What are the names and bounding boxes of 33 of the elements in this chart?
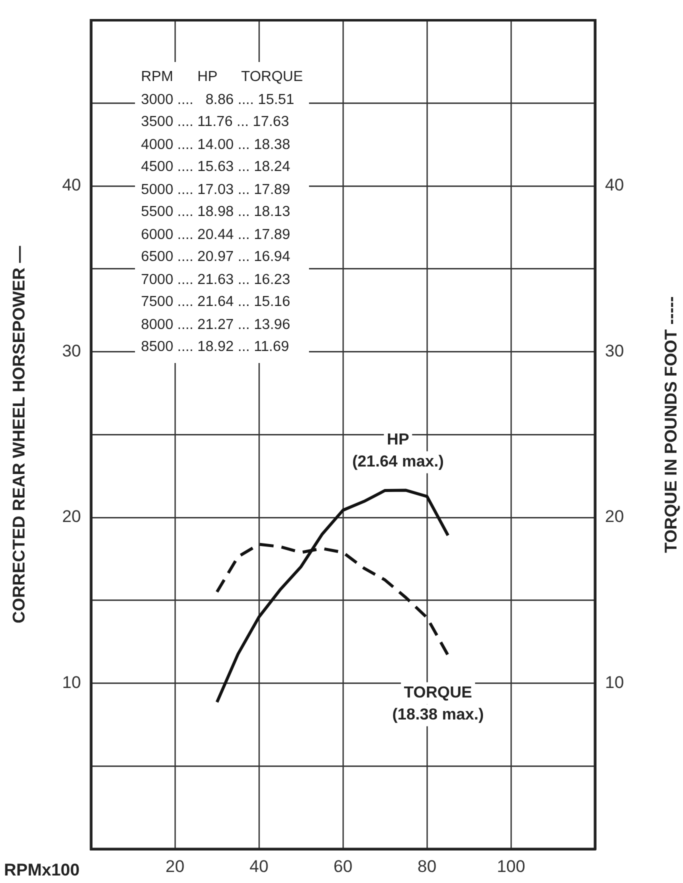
- annotation: 5500 .... 18.98 ... 18.13: [141, 204, 290, 220]
- x-tick-label: 40: [250, 856, 268, 876]
- annotation: 5000 .... 17.03 ... 17.89: [141, 182, 290, 198]
- y-tick-label: 20: [62, 507, 81, 526]
- annotation: (21.64 max.): [352, 454, 444, 471]
- x-tick-label: 80: [418, 856, 436, 876]
- x-tick-label: 100: [496, 856, 526, 876]
- annotation: 7500 .... 21.64 ... 15.16: [141, 294, 290, 310]
- y-axis-title: CORRECTED REAR WHEEL HORSEPOWER —: [10, 246, 29, 624]
- y2-axis-title: TORQUE IN POUNDS FOOT -----: [662, 296, 681, 553]
- annotation: 3500 .... 11.76 ... 17.63: [141, 114, 290, 130]
- annotation: 4500 .... 15.63 ... 18.24: [141, 159, 290, 175]
- text: TORQUE: [404, 684, 472, 702]
- annotation: 6000 .... 20.44 ... 17.89: [141, 226, 290, 242]
- annotation: (18.38 max.): [392, 706, 484, 724]
- y-tick-label: 30: [62, 341, 81, 360]
- y2-tick-label: 20: [605, 507, 624, 526]
- annotation: 8500 .... 18.92 ... 11.69: [141, 339, 290, 355]
- y-tick-label: 40: [62, 176, 81, 195]
- y-tick-label: 10: [62, 672, 81, 692]
- x-axis-title: RPMx100: [4, 860, 80, 880]
- annotation: 3000 .... 8.86 .... 15.51: [141, 92, 294, 108]
- annotation: RPM HP TORQUE: [141, 69, 303, 85]
- annotation: 4000 .... 14.00 ... 18.38: [141, 136, 290, 152]
- x-tick-label: 60: [334, 856, 352, 876]
- annotation: 6500 .... 20.97 ... 16.94: [141, 249, 290, 265]
- annotation: 7000 .... 21.63 ... 16.23: [141, 272, 290, 288]
- x-tick-label: 20: [166, 856, 184, 876]
- y2-tick-label: 10: [605, 672, 624, 692]
- y2-tick-label: 30: [605, 341, 624, 360]
- y2-tick-label: 40: [605, 176, 624, 195]
- annotation: 8000 .... 21.27 ... 13.96: [141, 316, 290, 332]
- text: HP: [386, 432, 410, 449]
